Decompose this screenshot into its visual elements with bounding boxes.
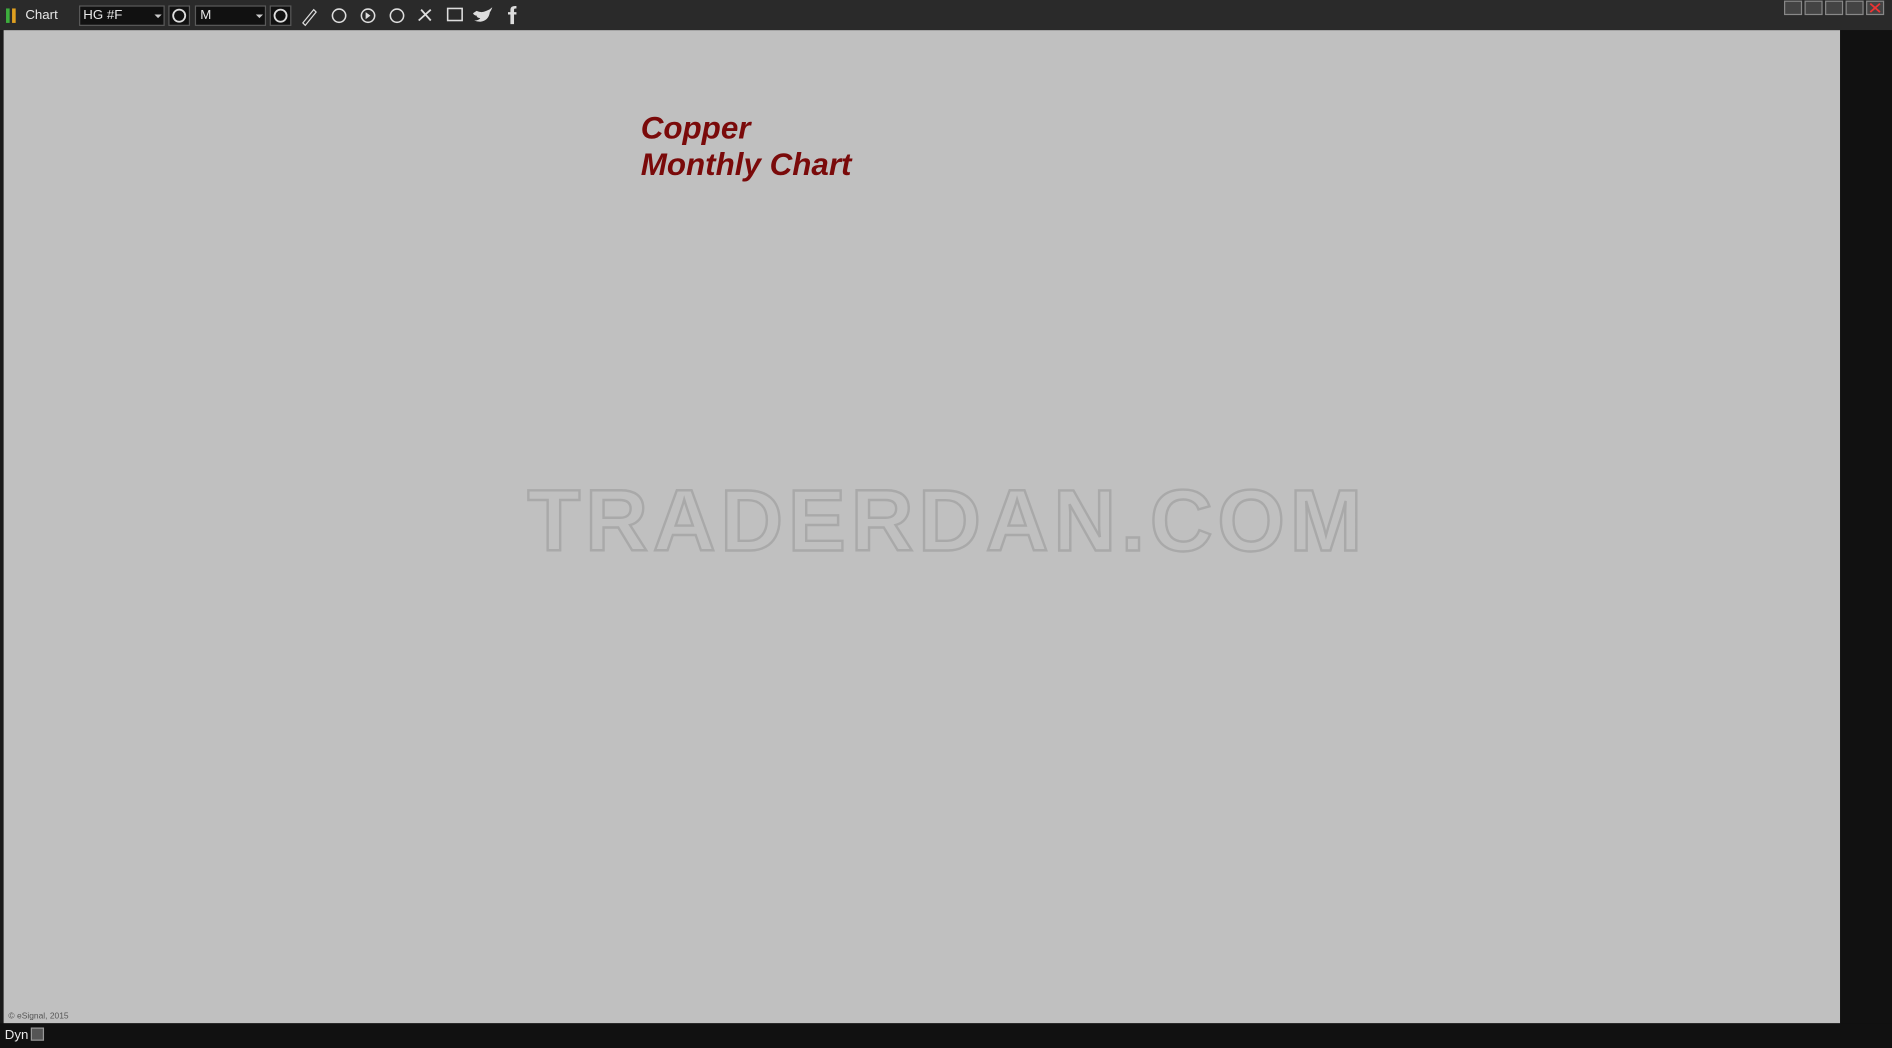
annotation: Copper (641, 111, 753, 146)
help-button[interactable] (1784, 0, 1803, 16)
tool-icon[interactable] (331, 8, 347, 24)
interval-input[interactable] (194, 5, 267, 26)
toolbar (0, 0, 1892, 31)
symbol-input[interactable] (79, 5, 165, 26)
close-icon[interactable] (1869, 2, 1881, 13)
plot-area (3, 30, 1841, 1024)
tool-icon[interactable] (418, 8, 432, 22)
x-axis-bar (0, 1023, 1892, 1048)
dropdown-arrow[interactable] (154, 14, 162, 19)
play-icon[interactable] (365, 12, 371, 20)
twitter-icon[interactable] (473, 7, 493, 22)
clock-button[interactable] (269, 5, 292, 26)
annotation: Monthly Chart (641, 147, 853, 182)
watermark: TRADERDAN.COM (527, 472, 1367, 569)
app-logo (6, 8, 10, 23)
interval-text[interactable]: M (200, 7, 211, 22)
comment-icon[interactable] (446, 7, 463, 22)
app-logo (12, 8, 16, 23)
clock-icon[interactable] (273, 8, 288, 23)
settings-icon[interactable] (172, 8, 187, 23)
play-icon[interactable] (360, 8, 376, 24)
app-name: Chart (25, 7, 58, 22)
window-buttons (1784, 0, 1885, 16)
maximize-button[interactable] (1845, 0, 1864, 16)
mode-icon[interactable] (30, 1027, 45, 1041)
facebook-icon[interactable] (507, 6, 517, 25)
restore-button[interactable] (1804, 0, 1823, 16)
dropdown-arrow[interactable] (255, 14, 264, 19)
y-axis-bar (1840, 30, 1892, 1048)
tool-icon[interactable] (389, 8, 405, 24)
draw-tool[interactable] (302, 8, 317, 27)
mode-label[interactable]: Dyn (5, 1027, 29, 1042)
settings-button[interactable] (168, 5, 191, 26)
copyright: © eSignal, 2015 (8, 1010, 68, 1020)
minimize-button[interactable] (1825, 0, 1844, 16)
symbol-text[interactable]: HG #F (83, 7, 122, 22)
